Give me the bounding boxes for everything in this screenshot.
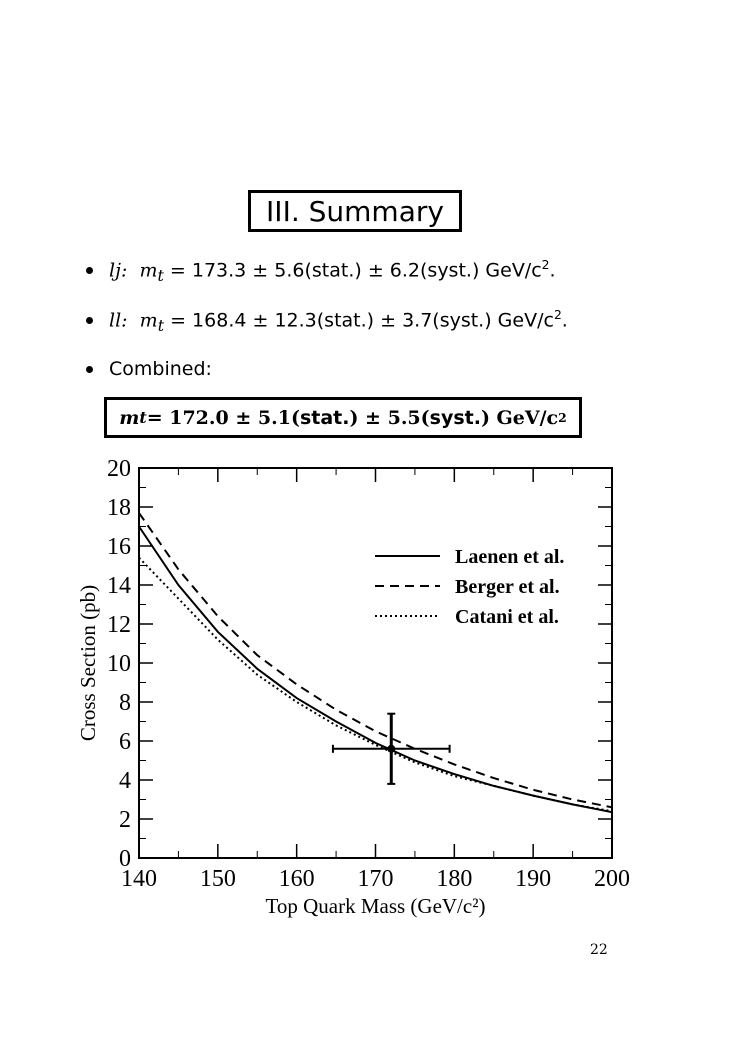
bullet-label: ll: — [109, 309, 128, 332]
y-axis-label: Cross Section (pb) — [76, 585, 100, 741]
formula-var: m — [139, 309, 158, 332]
page-number: 22 — [590, 942, 608, 958]
bullet-lj: lj: mt = 173.3 ± 5.6(stat.) ± 6.2(syst.)… — [86, 258, 556, 285]
combined-syst: syst. — [429, 406, 481, 429]
bullet-label: Combined: — [109, 358, 212, 380]
formula-sup: 2 — [541, 258, 550, 272]
combined-sup: 2 — [558, 410, 567, 425]
formula-end: . — [561, 309, 568, 332]
legend-label: Laenen et al. — [455, 546, 564, 568]
series-line-solid — [138, 525, 613, 814]
x-tick-label: 190 — [515, 866, 551, 892]
formula-sub: t — [157, 266, 164, 286]
plot-frame — [138, 467, 613, 859]
combined-mid: ) ± 5.5( — [349, 406, 430, 429]
bullet-ll: ll: mt = 168.4 ± 12.3(stat.) ± 3.7(syst.… — [86, 308, 568, 335]
bullet-dot-icon — [86, 317, 93, 325]
measurement-point — [387, 744, 396, 753]
x-tick-label: 170 — [358, 866, 394, 892]
y-tick-label: 18 — [107, 495, 131, 521]
formula-sup: 2 — [553, 308, 562, 322]
x-tick-label: 180 — [436, 866, 472, 892]
formula-sub: t — [157, 316, 165, 336]
y-tick-label: 16 — [107, 534, 131, 560]
x-axis-label: Top Quark Mass (GeV/c²) — [265, 894, 485, 918]
formula-end: . — [549, 259, 556, 282]
bullet-dot-icon — [86, 366, 93, 373]
combined-value: = 172.0 ± 5.1( — [146, 406, 300, 429]
section-title: III. Summary — [248, 190, 462, 232]
combined-sub: t — [139, 408, 147, 427]
combined-var: m — [119, 406, 140, 429]
y-tick-label: 2 — [119, 807, 131, 833]
bullet-label: lj: — [109, 259, 128, 282]
series-line-dotted — [138, 557, 613, 813]
combined-unit: ) GeV/c — [480, 406, 559, 429]
formula-text: = 173.3 ± 5.6(stat.) ± 6.2(syst.) GeV/c — [163, 259, 542, 282]
x-tick-label: 140 — [121, 866, 157, 892]
y-tick-label: 8 — [119, 690, 131, 716]
formula-text: = 168.4 ± 12.3(stat.) ± 3.7(syst.) GeV/c — [164, 309, 554, 332]
y-tick-label: 12 — [107, 612, 131, 638]
x-tick-label: 200 — [594, 866, 630, 892]
bullet-combined: Combined: — [86, 358, 212, 380]
legend-label: Berger et al. — [455, 576, 560, 598]
bullet-dot-icon — [86, 267, 93, 275]
y-tick-label: 20 — [107, 456, 131, 482]
x-tick-label: 150 — [200, 866, 236, 892]
combined-stat: stat. — [299, 406, 350, 429]
y-tick-label: 14 — [107, 573, 131, 599]
x-tick-label: 160 — [279, 866, 315, 892]
y-tick-label: 0 — [119, 846, 131, 872]
y-tick-label: 4 — [119, 768, 131, 794]
cross-section-chart: 140 150 160 170 180 190 200 0 2 4 6 8 10 12 14 16 18 20 To… — [76, 456, 630, 918]
y-tick-label: 10 — [107, 651, 131, 677]
y-tick-label: 6 — [119, 729, 131, 755]
legend-label: Catani et al. — [455, 606, 559, 628]
formula-var: m — [139, 259, 158, 282]
